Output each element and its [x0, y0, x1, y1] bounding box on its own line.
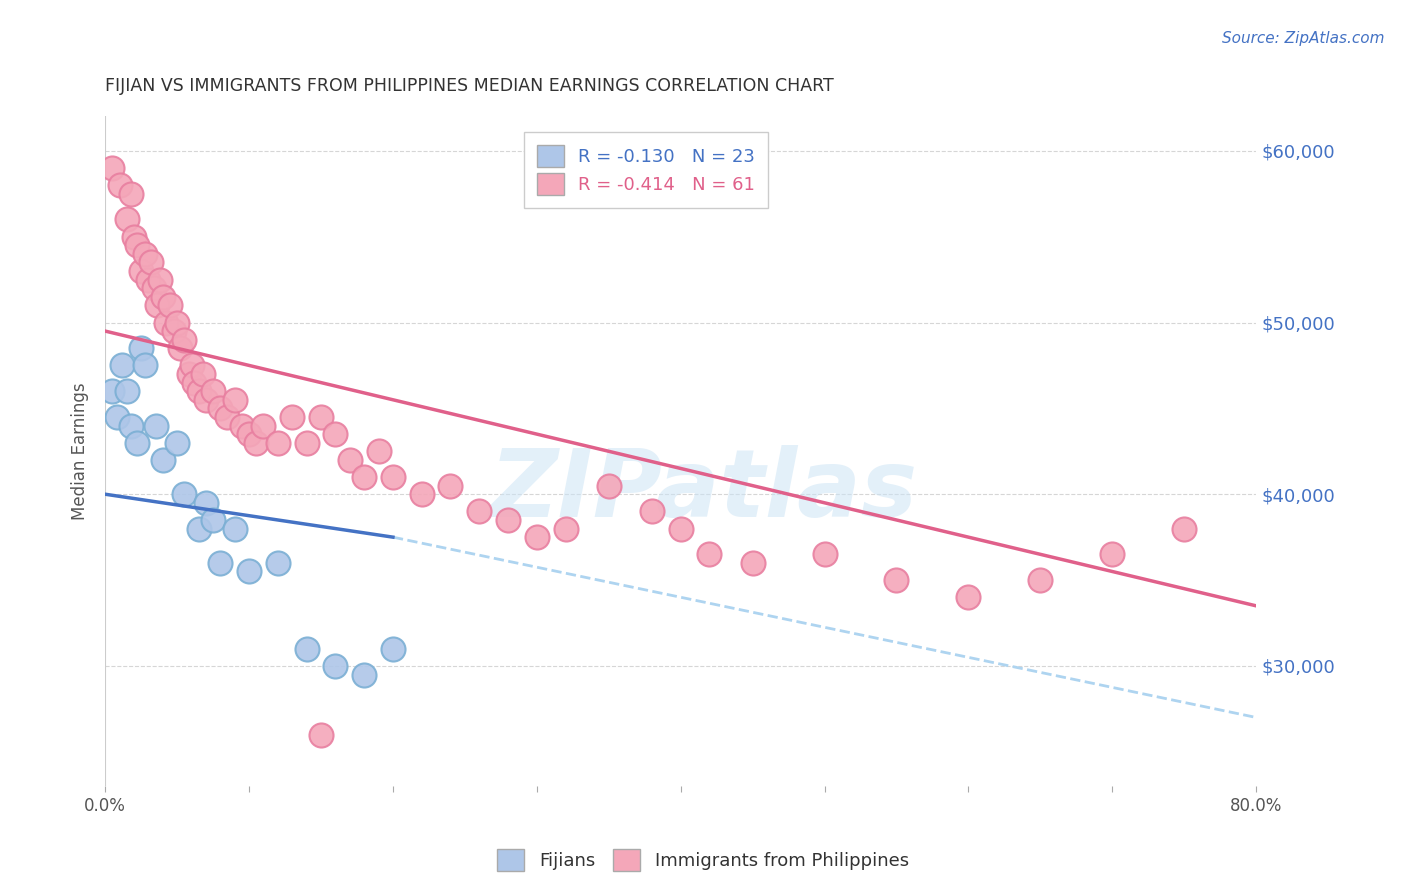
- Point: [224, 522, 246, 536]
- Text: FIJIAN VS IMMIGRANTS FROM PHILIPPINES MEDIAN EARNINGS CORRELATION CHART: FIJIAN VS IMMIGRANTS FROM PHILIPPINES ME…: [105, 78, 834, 95]
- Text: ZIPatlas: ZIPatlas: [489, 445, 918, 538]
- Point: [145, 418, 167, 433]
- Point: [155, 316, 177, 330]
- Point: [381, 470, 404, 484]
- Point: [411, 487, 433, 501]
- Point: [295, 641, 318, 656]
- Point: [339, 453, 361, 467]
- Point: [129, 264, 152, 278]
- Point: [173, 333, 195, 347]
- Point: [554, 522, 576, 536]
- Point: [367, 444, 389, 458]
- Point: [143, 281, 166, 295]
- Point: [813, 547, 835, 561]
- Point: [202, 513, 225, 527]
- Point: [224, 392, 246, 407]
- Point: [134, 247, 156, 261]
- Point: [166, 435, 188, 450]
- Point: [180, 359, 202, 373]
- Point: [122, 229, 145, 244]
- Point: [309, 728, 332, 742]
- Point: [187, 522, 209, 536]
- Point: [281, 409, 304, 424]
- Point: [325, 427, 347, 442]
- Point: [191, 367, 214, 381]
- Point: [138, 272, 160, 286]
- Point: [439, 478, 461, 492]
- Point: [120, 418, 142, 433]
- Point: [149, 272, 172, 286]
- Point: [295, 435, 318, 450]
- Point: [741, 556, 763, 570]
- Legend: Fijians, Immigrants from Philippines: Fijians, Immigrants from Philippines: [491, 842, 915, 879]
- Point: [267, 556, 290, 570]
- Point: [194, 496, 217, 510]
- Point: [238, 565, 260, 579]
- Point: [194, 392, 217, 407]
- Point: [115, 212, 138, 227]
- Point: [141, 255, 163, 269]
- Point: [169, 341, 191, 355]
- Point: [129, 341, 152, 355]
- Point: [101, 384, 124, 399]
- Point: [496, 513, 519, 527]
- Legend: R = -0.130   N = 23, R = -0.414   N = 61: R = -0.130 N = 23, R = -0.414 N = 61: [524, 132, 768, 208]
- Point: [115, 384, 138, 399]
- Point: [669, 522, 692, 536]
- Point: [209, 556, 232, 570]
- Point: [125, 435, 148, 450]
- Point: [177, 367, 200, 381]
- Text: Source: ZipAtlas.com: Source: ZipAtlas.com: [1222, 31, 1385, 46]
- Point: [152, 290, 174, 304]
- Point: [886, 573, 908, 587]
- Point: [325, 659, 347, 673]
- Point: [217, 409, 239, 424]
- Point: [1173, 522, 1195, 536]
- Point: [309, 409, 332, 424]
- Point: [105, 409, 128, 424]
- Point: [125, 238, 148, 252]
- Point: [598, 478, 620, 492]
- Point: [163, 324, 186, 338]
- Point: [238, 427, 260, 442]
- Point: [159, 298, 181, 312]
- Point: [526, 530, 548, 544]
- Point: [957, 591, 980, 605]
- Point: [381, 641, 404, 656]
- Y-axis label: Median Earnings: Median Earnings: [72, 383, 89, 520]
- Point: [468, 504, 491, 518]
- Point: [173, 487, 195, 501]
- Point: [267, 435, 290, 450]
- Point: [1029, 573, 1052, 587]
- Point: [252, 418, 274, 433]
- Point: [1101, 547, 1123, 561]
- Point: [699, 547, 721, 561]
- Point: [202, 384, 225, 399]
- Point: [231, 418, 253, 433]
- Point: [134, 359, 156, 373]
- Point: [183, 376, 205, 390]
- Point: [641, 504, 664, 518]
- Point: [353, 667, 375, 681]
- Point: [245, 435, 267, 450]
- Point: [101, 161, 124, 175]
- Point: [353, 470, 375, 484]
- Point: [111, 359, 134, 373]
- Point: [152, 453, 174, 467]
- Point: [166, 316, 188, 330]
- Point: [120, 186, 142, 201]
- Point: [108, 178, 131, 193]
- Point: [187, 384, 209, 399]
- Point: [146, 298, 169, 312]
- Point: [209, 401, 232, 416]
